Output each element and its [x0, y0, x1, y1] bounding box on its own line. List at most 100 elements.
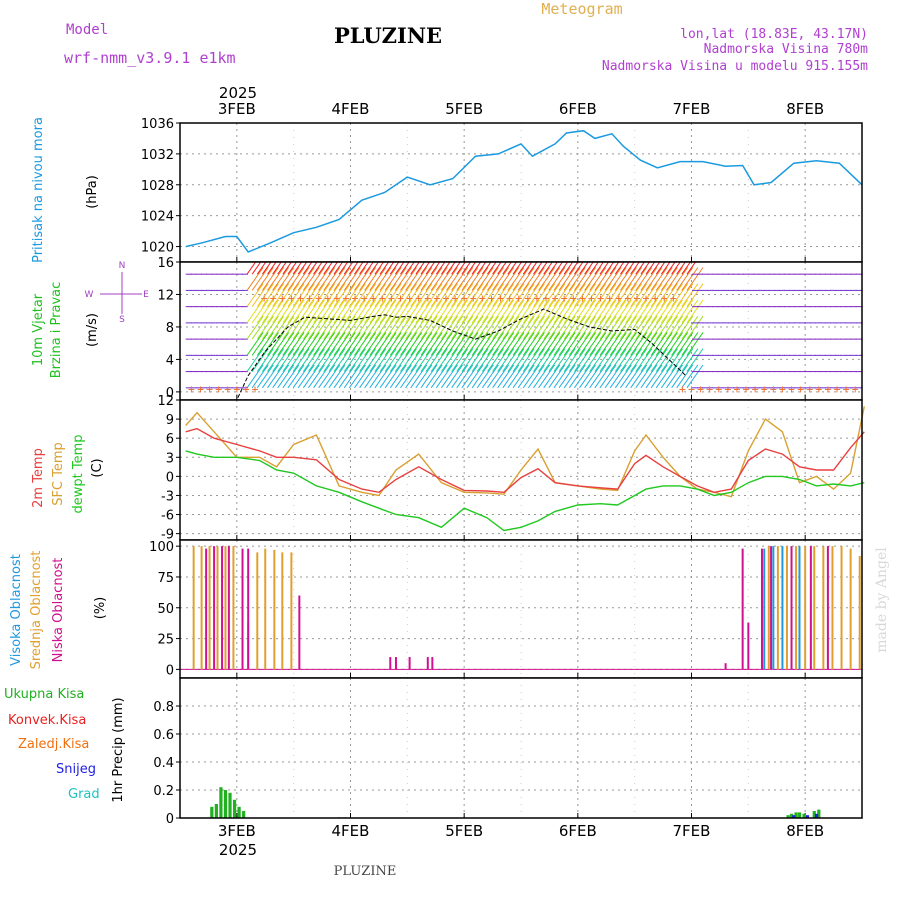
wind-barb — [348, 283, 366, 307]
wind-barb — [267, 283, 284, 307]
wind-barb — [502, 315, 520, 340]
wind-barb — [548, 299, 566, 324]
wind-barb — [369, 299, 387, 324]
wind-barb — [497, 299, 515, 324]
wind-barb — [502, 332, 520, 356]
panel-bg — [180, 123, 862, 262]
wind-barb — [604, 299, 622, 324]
wind-barb — [497, 315, 515, 340]
wind-barb — [400, 348, 417, 372]
wind-barb — [297, 283, 315, 307]
wind-barb — [640, 299, 658, 324]
precip-bar — [792, 815, 796, 818]
wind-barb — [456, 283, 474, 307]
wind-barb — [348, 315, 366, 340]
wind-barb — [568, 299, 586, 324]
watermark: made by Angel — [874, 547, 890, 653]
wind-barb — [369, 348, 387, 372]
wind-barb — [348, 299, 366, 324]
wind-barb — [246, 332, 264, 356]
wind-barb — [410, 315, 428, 340]
wind-barb — [686, 315, 704, 340]
wind-barb — [635, 348, 653, 372]
wind-barb — [604, 332, 622, 356]
wind-barb — [553, 364, 571, 389]
dewpt-line — [185, 450, 865, 532]
wind-barb — [272, 283, 290, 307]
wind-barb — [246, 348, 264, 372]
wind-barb — [594, 364, 612, 389]
wind-barb — [297, 332, 315, 356]
sfc-temp-line — [185, 406, 865, 498]
wind-barb — [251, 348, 269, 372]
wind-barb — [415, 364, 433, 389]
wind-barb — [666, 364, 683, 389]
y-tick-label: 1024 — [141, 210, 174, 225]
wind-barb — [435, 283, 453, 307]
y-tick-label: 4 — [166, 353, 174, 368]
wind-barb — [456, 315, 474, 340]
wind-barb — [645, 348, 663, 372]
wind-barb — [635, 315, 653, 340]
wind-barb — [507, 267, 525, 291]
frozen-precip-label: Zaledj.Kisa — [18, 737, 89, 752]
wind-barb — [543, 332, 561, 356]
wind-barb — [666, 267, 683, 291]
wind-barb — [568, 283, 586, 307]
wind-barb — [400, 299, 417, 324]
wind-barb — [272, 267, 290, 291]
t2m-label: 2m Temp — [31, 448, 46, 508]
wind-barb — [287, 332, 305, 356]
wind-barb — [354, 348, 371, 372]
wind-barb — [471, 348, 489, 372]
wind-barb — [635, 267, 653, 291]
wind-barb — [655, 315, 673, 340]
wind-barb — [466, 315, 484, 340]
wind-barb — [625, 364, 643, 389]
wind-barb — [405, 315, 423, 340]
wind-barb — [292, 348, 310, 372]
compass-icon: N E W S — [85, 261, 150, 325]
wind-barb — [435, 348, 453, 372]
precip-bar — [817, 809, 821, 818]
wind-barb — [389, 348, 407, 372]
y-tick-label: -9 — [161, 528, 174, 543]
wind-barb — [625, 283, 643, 307]
wind-barb — [405, 267, 423, 291]
wind-barb — [405, 348, 423, 372]
wind-barb — [512, 364, 530, 389]
wind-barb — [415, 348, 433, 372]
wind-barb — [446, 364, 464, 389]
wind-barb — [650, 283, 668, 307]
wind-barb — [574, 364, 591, 389]
wind-barb — [579, 348, 597, 372]
wind-barb — [584, 267, 602, 291]
precip-bar — [228, 792, 232, 818]
wind-barb — [328, 267, 346, 291]
wind-barb — [558, 283, 576, 307]
wind-barb — [614, 364, 632, 389]
wind-barb — [584, 364, 602, 389]
wind-barb — [563, 315, 581, 340]
wind-barb — [441, 364, 458, 389]
wind-barb — [292, 332, 310, 356]
wind-barb — [425, 299, 443, 324]
wind-barb — [645, 283, 663, 307]
wind-barb — [369, 267, 387, 291]
precip-bar — [223, 790, 228, 818]
wind-barb — [251, 267, 269, 291]
wind-barb — [660, 364, 678, 389]
wind-barb — [287, 364, 305, 389]
wind-barb — [410, 299, 428, 324]
wind-barb — [338, 299, 356, 324]
wind-barb — [568, 332, 586, 356]
wind-barb — [451, 332, 469, 356]
wind-barb — [277, 315, 295, 340]
wind-barb — [425, 364, 443, 389]
precip-unit: 1hr Precip (mm) — [111, 697, 126, 802]
wind-barb — [614, 267, 632, 291]
wind-barb — [481, 364, 499, 389]
precip-panel: 0 0.2 0.4 0.6 0.8 — [153, 677, 863, 827]
wind-barb — [415, 267, 433, 291]
